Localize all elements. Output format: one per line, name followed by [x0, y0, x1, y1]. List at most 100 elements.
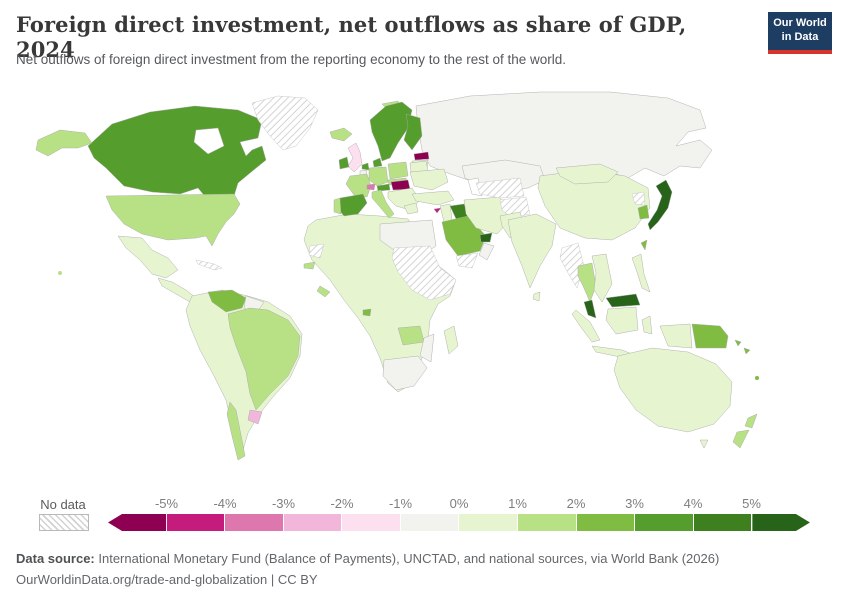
- country-south-korea[interactable]: [637, 204, 650, 220]
- chart-subtitle: Net outflows of foreign direct investmen…: [16, 52, 567, 67]
- owid-logo-line1: Our World: [773, 17, 827, 29]
- legend-bin--3--2[interactable]: [283, 514, 343, 531]
- country-fiji[interactable]: [755, 376, 759, 380]
- country-equatorial-guinea[interactable]: [362, 308, 372, 317]
- country-taiwan[interactable]: [640, 239, 648, 251]
- country-mozambique[interactable]: [419, 333, 435, 363]
- country-uruguay[interactable]: [247, 409, 263, 425]
- page-title: Foreign direct investment, net outflows …: [16, 12, 687, 62]
- legend-bin--5--4[interactable]: [166, 514, 226, 531]
- country-north-korea[interactable]: [631, 191, 646, 206]
- country-mongolia[interactable]: [555, 163, 619, 185]
- country-sri-lanka[interactable]: [532, 291, 541, 302]
- region-sahel-horn-of-africa[interactable]: [391, 245, 457, 301]
- country-ukraine[interactable]: [409, 168, 449, 191]
- country-austria[interactable]: [376, 183, 391, 192]
- legend-tick--4: -4%: [213, 496, 237, 511]
- legend-bin-4-5[interactable]: [693, 514, 753, 531]
- country-switzerland[interactable]: [366, 183, 376, 191]
- country-central-america[interactable]: [157, 277, 197, 303]
- legend-bin--4--3[interactable]: [225, 514, 284, 531]
- country-brazil[interactable]: [227, 307, 301, 411]
- country-portugal[interactable]: [333, 197, 342, 215]
- legend-bin-gt5[interactable]: [752, 514, 810, 531]
- country-thailand[interactable]: [577, 262, 597, 303]
- region-sulawesi[interactable]: [641, 315, 653, 335]
- region-indochina[interactable]: [591, 253, 613, 303]
- country-myanmar[interactable]: [559, 242, 585, 289]
- country-turkey[interactable]: [411, 190, 455, 206]
- country-netherlands[interactable]: [361, 162, 370, 171]
- country-iceland[interactable]: [329, 127, 353, 142]
- legend-bin--2--1[interactable]: [342, 514, 401, 531]
- country-germany[interactable]: [368, 166, 389, 187]
- country-papua-new-guinea[interactable]: [691, 323, 729, 349]
- country-italy[interactable]: [371, 189, 395, 219]
- country-greece[interactable]: [403, 202, 419, 215]
- country-hungary[interactable]: [390, 179, 411, 191]
- owid-logo-line2: in Data: [781, 31, 819, 44]
- country-malaysia-borneo[interactable]: [605, 293, 641, 308]
- country-denmark[interactable]: [372, 157, 383, 168]
- legend-tick-5: 5%: [742, 496, 761, 511]
- country-mexico[interactable]: [117, 235, 179, 279]
- region-indonesia-borneo[interactable]: [605, 306, 639, 335]
- country-finland[interactable]: [403, 113, 423, 151]
- legend-bin-lt-5[interactable]: [108, 514, 167, 531]
- legend-bin--1-0[interactable]: [400, 514, 460, 531]
- legend-tick--5: -5%: [154, 496, 179, 511]
- country-australia[interactable]: [613, 347, 733, 449]
- country-venezuela[interactable]: [207, 289, 247, 313]
- country-oman[interactable]: [478, 242, 495, 261]
- country-senegal[interactable]: [303, 261, 316, 270]
- legend-tick-4: 4%: [683, 496, 703, 511]
- country-china[interactable]: [537, 169, 651, 241]
- country-malaysia-peninsular[interactable]: [583, 299, 597, 319]
- country-belarus[interactable]: [409, 160, 429, 173]
- country-russia[interactable]: [415, 91, 713, 185]
- license-line[interactable]: OurWorldinData.org/trade-and-globalizati…: [16, 571, 318, 587]
- legend-bin-0-1[interactable]: [459, 514, 519, 531]
- country-canada[interactable]: [87, 105, 267, 201]
- country-united-kingdom[interactable]: [347, 142, 363, 173]
- world-choropleth-map: [35, 91, 759, 461]
- legend-bin-2-3[interactable]: [576, 514, 636, 531]
- region-indonesia-sumatra[interactable]: [571, 309, 601, 343]
- region-turkmenistan-uzbekistan[interactable]: [475, 177, 525, 199]
- country-cyprus[interactable]: [433, 207, 442, 214]
- country-france[interactable]: [345, 173, 372, 198]
- country-liberia[interactable]: [316, 285, 331, 298]
- legend-tick--1: -1%: [388, 496, 413, 511]
- country-poland[interactable]: [387, 161, 409, 180]
- region-west-papua[interactable]: [659, 323, 693, 349]
- country-japan[interactable]: [647, 179, 673, 231]
- country-greenland[interactable]: [251, 95, 319, 151]
- owid-logo[interactable]: Our World in Data: [768, 12, 832, 54]
- country-alaska[interactable]: [35, 129, 93, 157]
- legend-no-data-swatch[interactable]: [39, 514, 89, 531]
- legend-tick-1: 1%: [508, 496, 527, 511]
- country-india[interactable]: [507, 213, 557, 289]
- country-hawaii[interactable]: [58, 271, 62, 275]
- country-yemen[interactable]: [455, 252, 479, 269]
- country-usa[interactable]: [105, 193, 241, 247]
- country-solomon-islands[interactable]: [734, 339, 751, 355]
- country-ireland[interactable]: [338, 156, 350, 170]
- country-south-africa[interactable]: [382, 355, 428, 391]
- legend-bin-1-2[interactable]: [518, 514, 577, 531]
- legend-tick-0: 0%: [449, 496, 469, 511]
- country-new-zealand[interactable]: [732, 413, 758, 449]
- country-western-sahara[interactable]: [308, 243, 325, 259]
- data-source-label: Data source:: [16, 551, 95, 566]
- region-uae-qatar[interactable]: [479, 232, 493, 243]
- country-estonia[interactable]: [413, 151, 430, 161]
- legend-bin-3-4[interactable]: [635, 514, 694, 531]
- country-philippines[interactable]: [631, 253, 651, 293]
- country-chile[interactable]: [226, 401, 246, 461]
- region-norway-sweden[interactable]: [369, 101, 413, 162]
- legend-no-data-label: No data: [40, 497, 86, 512]
- legend-tick--2: -2%: [330, 496, 354, 511]
- country-madagascar[interactable]: [443, 325, 459, 355]
- country-cuba[interactable]: [195, 259, 223, 271]
